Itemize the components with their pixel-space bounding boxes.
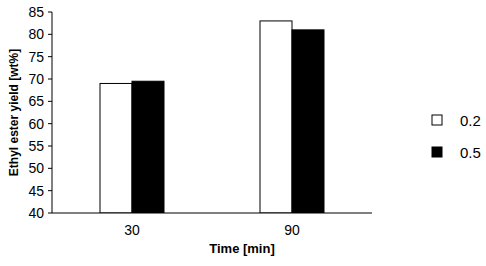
y-tick [48, 34, 52, 35]
y-tick-label: 60 [28, 116, 44, 132]
legend-label: 0.5 [460, 144, 481, 161]
y-tick [48, 101, 52, 102]
y-tick [48, 146, 52, 147]
y-tick [48, 56, 52, 57]
y-tick-label: 80 [28, 26, 44, 42]
y-tick-label: 55 [28, 138, 44, 154]
y-tick [48, 123, 52, 124]
x-tick-label: 30 [124, 222, 140, 238]
legend-swatch [432, 115, 442, 125]
y-tick [48, 213, 52, 214]
bar [100, 83, 132, 213]
legend-swatch [432, 147, 442, 157]
y-tick [48, 190, 52, 191]
x-tick-label: 90 [284, 222, 300, 238]
bar [292, 30, 324, 213]
y-tick-label: 40 [28, 205, 44, 221]
y-tick [48, 168, 52, 169]
x-axis-label: Time [min] [209, 241, 275, 256]
bar [132, 81, 164, 213]
y-tick-label: 65 [28, 93, 44, 109]
y-tick-label: 50 [28, 160, 44, 176]
y-axis [52, 12, 53, 213]
y-tick [48, 79, 52, 80]
x-axis [52, 213, 372, 214]
y-tick-label: 85 [28, 4, 44, 20]
y-tick [48, 12, 52, 13]
y-tick-label: 45 [28, 183, 44, 199]
y-axis-label: Ethyl ester yield [wt%] [7, 49, 21, 176]
bars [100, 21, 324, 213]
y-tick-label: 70 [28, 71, 44, 87]
bar [260, 21, 292, 213]
chart: 40 45 50 55 60 65 70 75 80 85 30 90 Time [min] Ethyl … [0, 0, 486, 266]
y-tick-label: 75 [28, 49, 44, 65]
legend-label: 0.2 [460, 112, 481, 129]
